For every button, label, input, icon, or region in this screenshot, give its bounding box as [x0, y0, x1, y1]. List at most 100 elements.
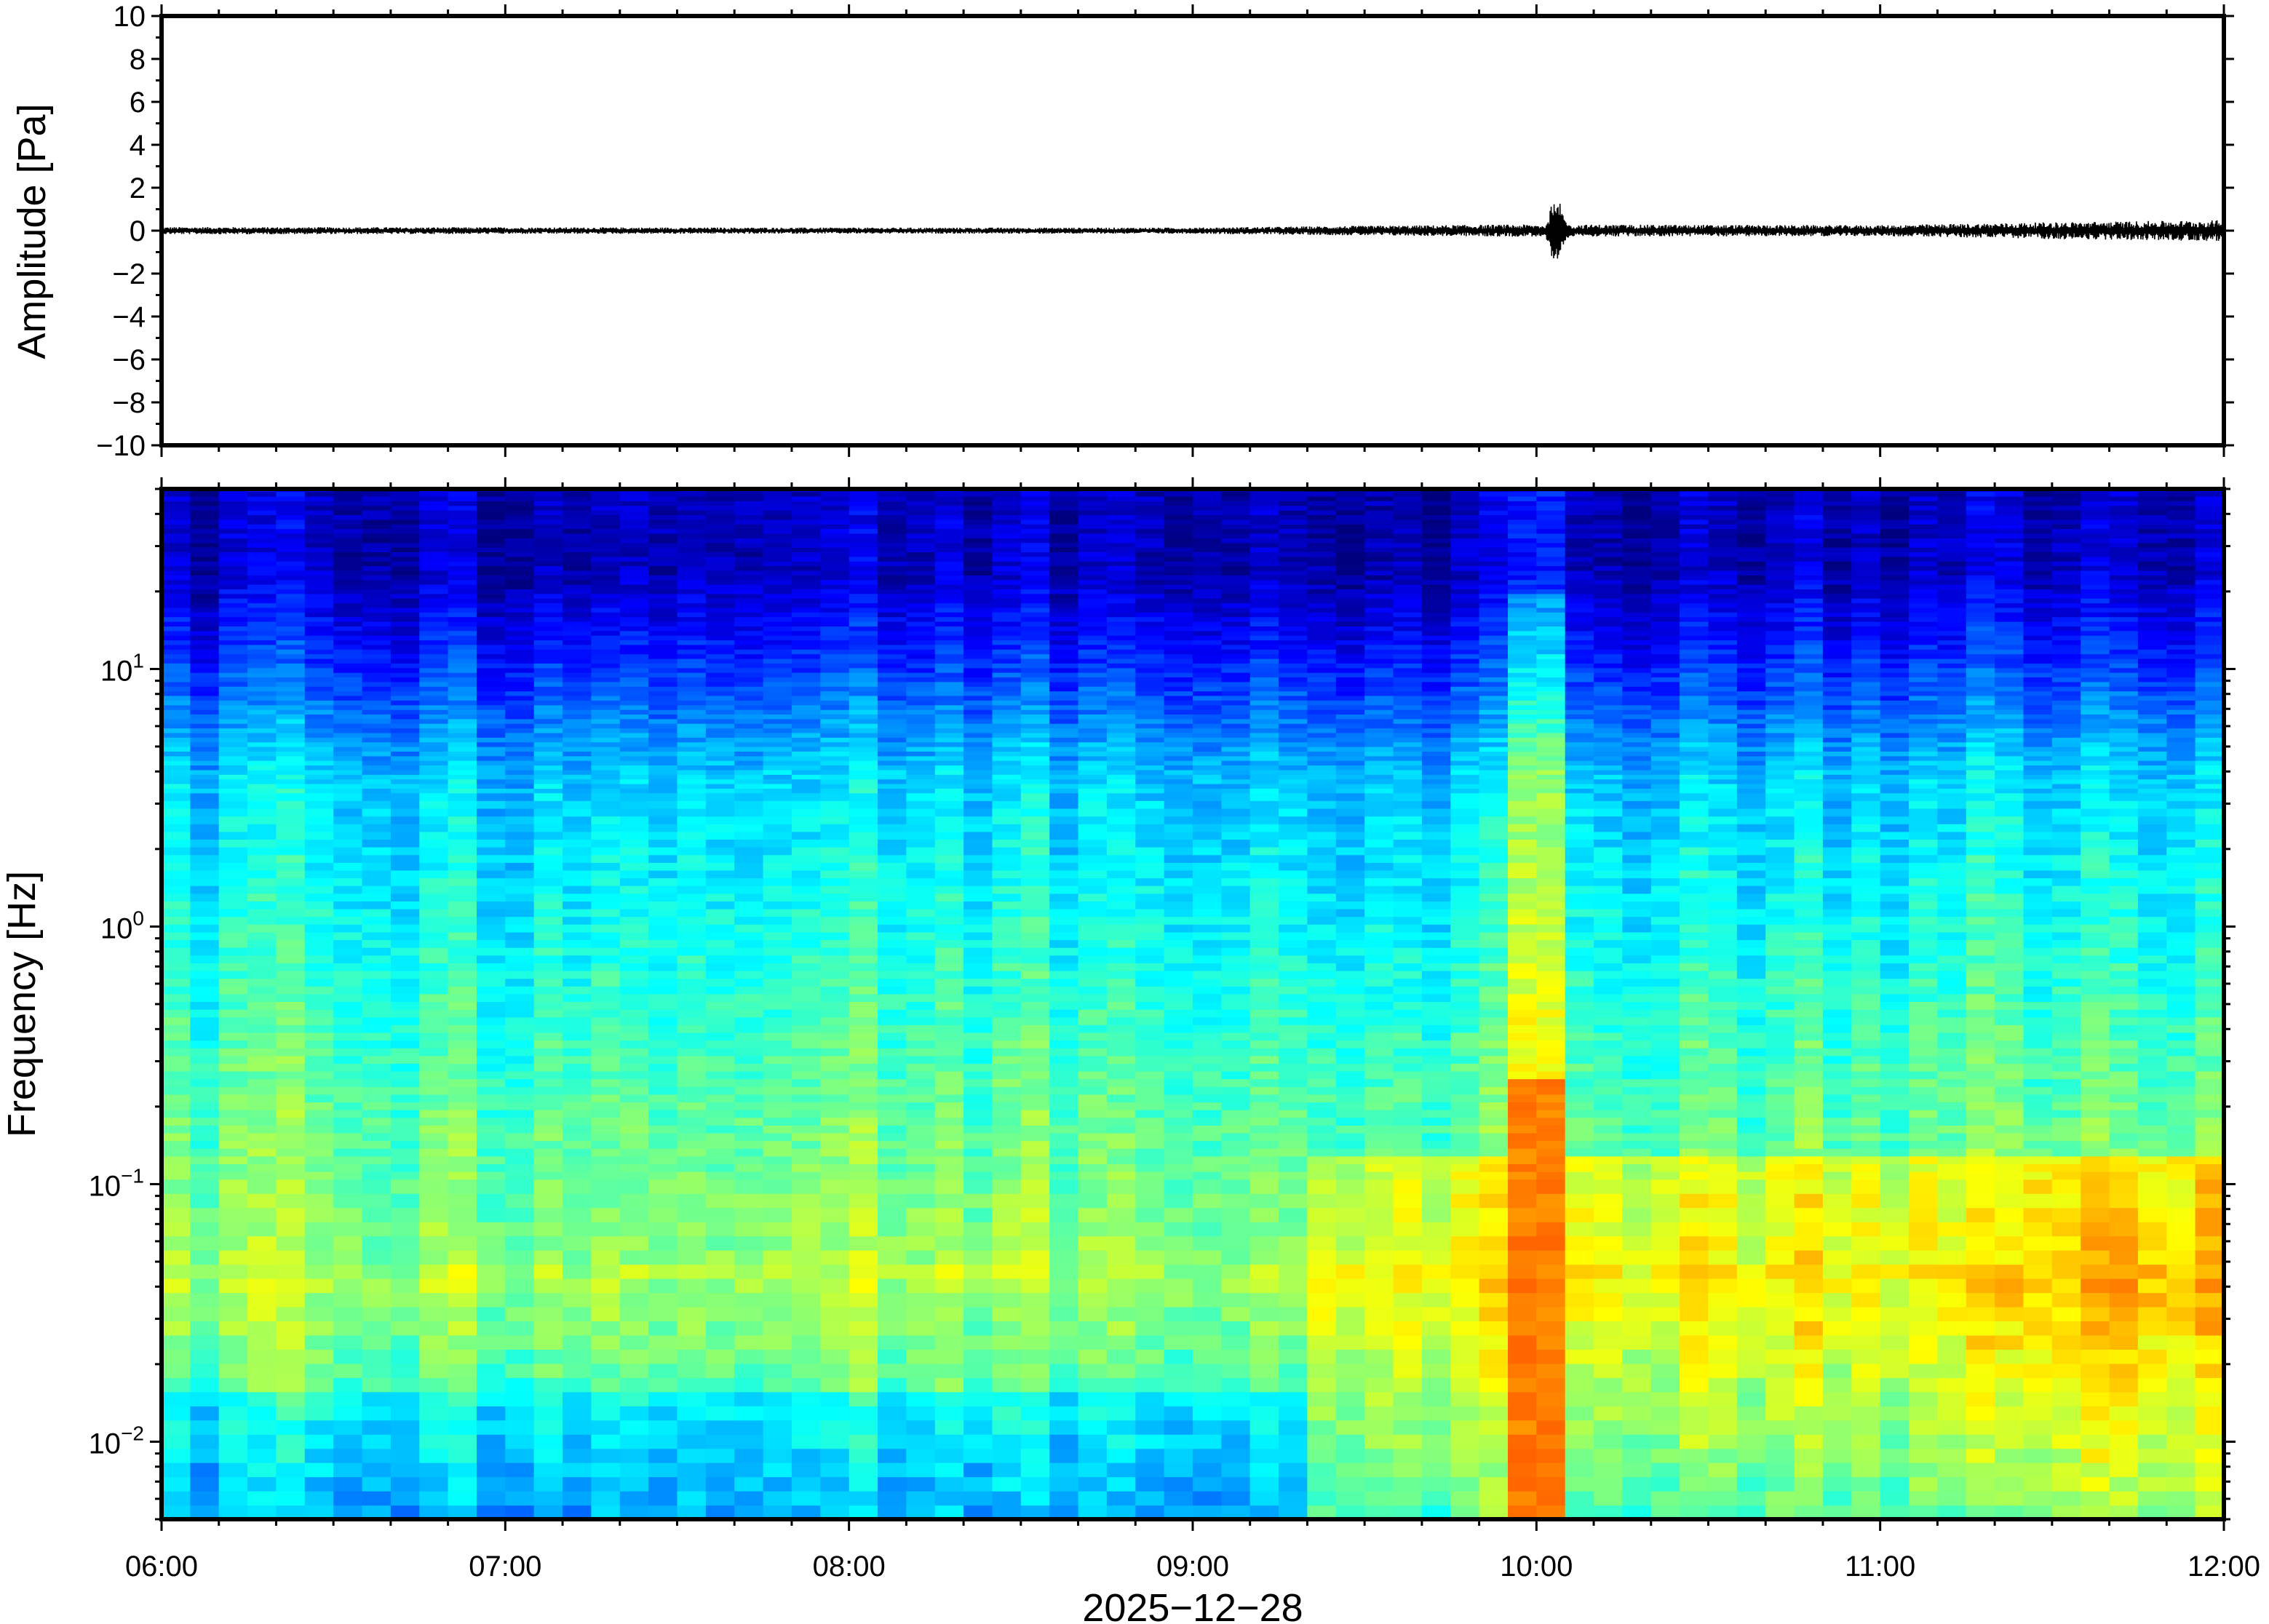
spectrogram-cell	[934, 635, 964, 641]
spectrogram-cell	[906, 1292, 936, 1307]
spectrogram-cell	[791, 1086, 821, 1095]
spectrogram-cell	[419, 1334, 449, 1350]
spectrogram-cell	[763, 839, 792, 848]
spectrogram-cell	[362, 524, 392, 530]
spectrogram-cell	[878, 1264, 907, 1279]
spectrogram-cell	[1106, 1250, 1136, 1265]
spectrogram-cell	[162, 931, 191, 941]
spectrogram-cell	[505, 695, 535, 701]
spectrogram-cell	[477, 686, 506, 692]
spectrogram-cell	[505, 1102, 535, 1110]
spectrogram-cell	[1106, 1222, 1136, 1237]
spectrogram-cell	[705, 510, 735, 515]
spectrogram-cell	[734, 1179, 764, 1194]
spectrogram-cell	[906, 751, 936, 757]
spectrogram-cell	[563, 1009, 592, 1018]
spectrogram-cell	[1049, 909, 1079, 918]
spectrogram-cell	[448, 800, 477, 809]
spectrogram-cell	[533, 1476, 563, 1492]
spectrogram-cell	[1020, 1071, 1050, 1080]
spectrogram-cell	[791, 788, 821, 794]
spectrogram-cell	[190, 1349, 220, 1364]
spectrogram-cell	[190, 1420, 220, 1435]
spectrogram-cell	[333, 1171, 363, 1180]
spectrogram-cell	[878, 831, 907, 840]
spectrogram-cell	[648, 1377, 678, 1393]
spectrogram-cell	[533, 667, 563, 673]
spectrogram-cell	[218, 528, 248, 534]
spectrogram-cell	[533, 1462, 563, 1478]
spectrogram-cell	[619, 808, 649, 817]
spectrogram-cell	[906, 709, 936, 715]
spectrogram-cell	[791, 607, 821, 613]
spectrogram-cell	[276, 561, 306, 567]
spectrogram-cell	[648, 690, 678, 696]
spectrogram-cell	[849, 1140, 878, 1149]
spectrogram-cell	[1049, 1110, 1079, 1118]
spectrogram-cell	[906, 663, 936, 669]
spectrogram-cell	[591, 630, 621, 636]
spectrogram-cell	[563, 1140, 592, 1149]
spectrogram-cell	[190, 862, 220, 871]
spectrogram-cell	[648, 495, 678, 501]
spectrogram-cell	[477, 505, 506, 511]
spectrogram-cell	[276, 533, 306, 538]
spectrogram-cell	[734, 547, 764, 552]
spectrogram-cell	[1020, 939, 1050, 948]
spectrogram-cell	[1020, 1235, 1050, 1251]
spectrogram-cell	[992, 718, 1022, 724]
spectrogram-cell	[963, 649, 993, 655]
spectrogram-cell	[705, 755, 735, 761]
spectrogram-cell	[362, 718, 392, 724]
spectrogram-cell	[849, 1193, 878, 1209]
spectrogram-cell	[505, 1207, 535, 1222]
spectrogram-cell	[190, 1222, 220, 1237]
spectrogram-cell	[878, 584, 907, 589]
spectrogram-cell	[190, 1140, 220, 1149]
spectrogram-cell	[1106, 1016, 1136, 1025]
spectrogram-cell	[1106, 1140, 1136, 1149]
spectrogram-cell	[934, 709, 964, 715]
spectrogram-cell	[1106, 854, 1136, 863]
spectrogram-cell	[362, 723, 392, 729]
spectrogram-cell	[218, 538, 248, 544]
spectrogram-cell	[934, 1306, 964, 1321]
spectrogram-cell	[648, 1163, 678, 1172]
spectrogram-cell	[190, 732, 220, 738]
spectrogram-cell	[190, 847, 220, 856]
spectrogram-cell	[849, 565, 878, 571]
spectrogram-cell	[791, 1163, 821, 1172]
spectrogram-cell	[705, 1363, 735, 1378]
spectrogram-cell	[533, 1024, 563, 1033]
spectrogram-cell	[190, 931, 220, 941]
spectrogram-cell	[1078, 677, 1108, 682]
spectrogram-cell	[820, 1055, 850, 1064]
spectrogram-cell	[162, 847, 191, 856]
spectrogram-cell	[1135, 760, 1165, 766]
spectrogram-cell	[533, 1148, 563, 1157]
spectrogram-cell	[849, 635, 878, 641]
spectrogram-cell	[563, 784, 592, 789]
spectrogram-cell	[1020, 1055, 1050, 1064]
spectrogram-cell	[1049, 718, 1079, 724]
spectrogram-cell	[563, 774, 592, 780]
spectrogram-cell	[505, 774, 535, 780]
spectrogram-cell	[218, 709, 248, 715]
spectrogram-cell	[477, 955, 506, 963]
spectrogram-cell	[705, 1349, 735, 1364]
spectrogram-cell	[304, 774, 334, 780]
spectrogram-cell	[763, 963, 792, 971]
spectrogram-cell	[333, 533, 363, 538]
spectrogram-cell	[477, 672, 506, 677]
spectrogram-cell	[533, 1117, 563, 1126]
spectrogram-cell	[906, 784, 936, 789]
spectrogram-cell	[533, 649, 563, 655]
spectrogram-cell	[218, 575, 248, 581]
spectrogram-cell	[419, 575, 449, 581]
spectrogram-cell	[820, 1349, 850, 1364]
spectrogram-cell	[763, 1250, 792, 1265]
spectrogram-cell	[333, 831, 363, 840]
spectrogram-cell	[677, 800, 707, 809]
spectrogram-cell	[477, 663, 506, 669]
spectrogram-cell	[677, 602, 707, 608]
